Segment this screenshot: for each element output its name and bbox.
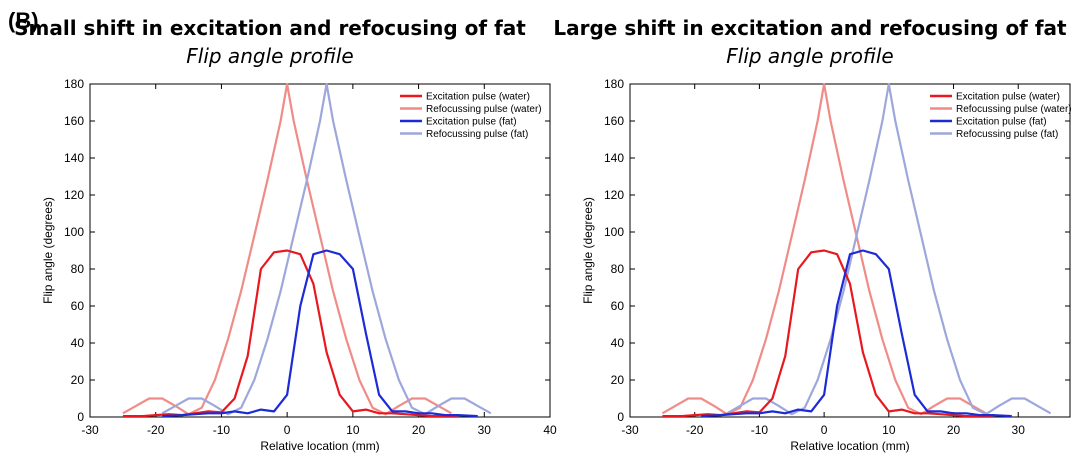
chart-panel-small-shift: Small shift in excitation and refocusing… [14, 16, 557, 453]
y-tick-label: 80 [611, 262, 625, 276]
series-line [701, 249, 1012, 417]
series-line [161, 82, 492, 416]
x-tick-label: -30 [621, 423, 639, 437]
legend-label: Refocussing pulse (water) [426, 104, 542, 115]
y-tick-label: 120 [604, 188, 624, 202]
legend-label: Refocussing pulse (fat) [426, 129, 528, 140]
x-tick-label: 0 [284, 423, 291, 437]
x-tick-label: 10 [882, 423, 896, 437]
y-tick-label: 160 [604, 114, 624, 128]
legend-label: Excitation pulse (fat) [426, 117, 517, 128]
y-tick-label: 0 [617, 410, 624, 424]
series-line [122, 249, 458, 417]
legend-label: Refocussing pulse (water) [956, 104, 1072, 115]
x-tick-label: -30 [81, 423, 99, 437]
x-tick-label: 30 [478, 423, 492, 437]
legend-label: Excitation pulse (water) [426, 92, 530, 103]
series-line [726, 82, 1052, 416]
y-tick-label: 0 [77, 410, 84, 424]
panel-label: (B) [8, 8, 39, 33]
series-line [122, 82, 452, 416]
x-tick-label: -20 [147, 423, 165, 437]
y-tick-label: 80 [71, 262, 85, 276]
series-line [162, 249, 478, 417]
y-tick-label: 100 [604, 225, 624, 239]
y-tick-label: 180 [604, 77, 624, 91]
plot-frame [89, 83, 551, 418]
x-tick-label: 20 [947, 423, 961, 437]
x-tick-label: 30 [1012, 423, 1026, 437]
series-line [661, 82, 987, 416]
x-axis-label: Relative location (mm) [790, 439, 909, 453]
x-tick-label: -20 [686, 423, 704, 437]
legend-label: Excitation pulse (fat) [956, 117, 1047, 128]
y-tick-label: 100 [64, 225, 84, 239]
line-chart-large-shift: -30 -20 -10 0 10 20 30 0 20 40 60 80 100 120 140 160 180… [581, 77, 1072, 453]
y-tick-label: 60 [71, 299, 85, 313]
y-tick-label: 20 [611, 373, 625, 387]
y-tick-label: 40 [611, 336, 625, 350]
y-tick-label: 180 [64, 77, 84, 91]
plot-frame [629, 83, 1071, 418]
y-tick-label: 60 [611, 299, 625, 313]
y-tick-label: 160 [64, 114, 84, 128]
y-axis-label: Flip angle (degrees) [41, 197, 55, 304]
y-axis-label: Flip angle (degrees) [581, 197, 595, 304]
x-tick-label: -10 [213, 423, 231, 437]
legend-label: Excitation pulse (water) [956, 92, 1060, 103]
chart-title: Small shift in excitation and refocusing… [14, 16, 526, 40]
y-tick-label: 140 [604, 151, 624, 165]
x-tick-label: 20 [412, 423, 426, 437]
y-tick-label: 140 [64, 151, 84, 165]
y-tick-label: 20 [71, 373, 85, 387]
line-chart-small-shift: -30 -20 -10 0 10 20 30 40 0 20 40 60 80 100 120 140 160 1… [41, 77, 557, 453]
x-axis-label: Relative location (mm) [260, 439, 379, 453]
series-line [662, 249, 993, 417]
x-tick-label: 10 [346, 423, 360, 437]
x-tick-label: 40 [543, 423, 557, 437]
y-tick-label: 120 [64, 188, 84, 202]
x-tick-label: -10 [751, 423, 769, 437]
chart-panel-large-shift: Large shift in excitation and refocusing… [540, 0, 1080, 456]
legend-label: Refocussing pulse (fat) [956, 129, 1058, 140]
chart-subtitle: Flip angle profile [726, 44, 894, 68]
y-tick-label: 40 [71, 336, 85, 350]
chart-title: Large shift in excitation and refocusing… [553, 16, 1067, 40]
x-tick-label: 0 [821, 423, 828, 437]
chart-subtitle: Flip angle profile [186, 44, 354, 68]
